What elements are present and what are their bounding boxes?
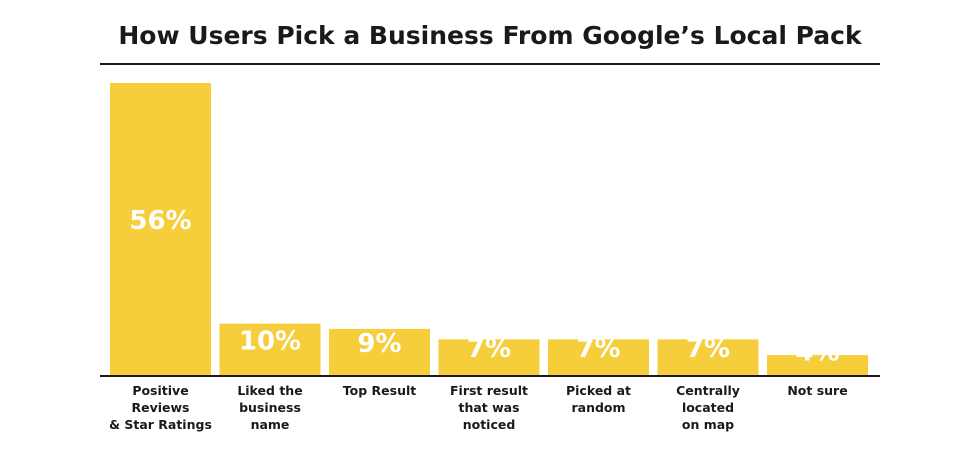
x-tick-label: Centrally located on map	[676, 383, 740, 432]
value-label: 7%	[467, 334, 511, 364]
value-label: 56%	[129, 206, 191, 236]
x-tick-label: First result that was noticed	[450, 383, 528, 432]
bar	[548, 339, 649, 376]
x-tick-label: Not sure	[787, 383, 847, 398]
bar	[767, 355, 868, 376]
bar	[329, 328, 430, 376]
x-tick-label: Top Result	[343, 383, 416, 398]
value-label: 4%	[795, 338, 839, 368]
x-tick-label: Picked at random	[566, 383, 631, 415]
bar	[657, 339, 759, 376]
value-label: 7%	[686, 334, 730, 364]
value-label: 7%	[576, 334, 620, 364]
chart-title: How Users Pick a Business From Google’s …	[118, 21, 863, 50]
value-label: 10%	[239, 326, 301, 356]
bar	[110, 83, 211, 376]
x-tick-label: Liked the business name	[237, 383, 302, 432]
value-label: 9%	[357, 329, 401, 359]
bar	[438, 339, 540, 376]
bar	[219, 323, 321, 376]
x-tick-label: Positive Reviews & Star Ratings	[109, 383, 212, 432]
